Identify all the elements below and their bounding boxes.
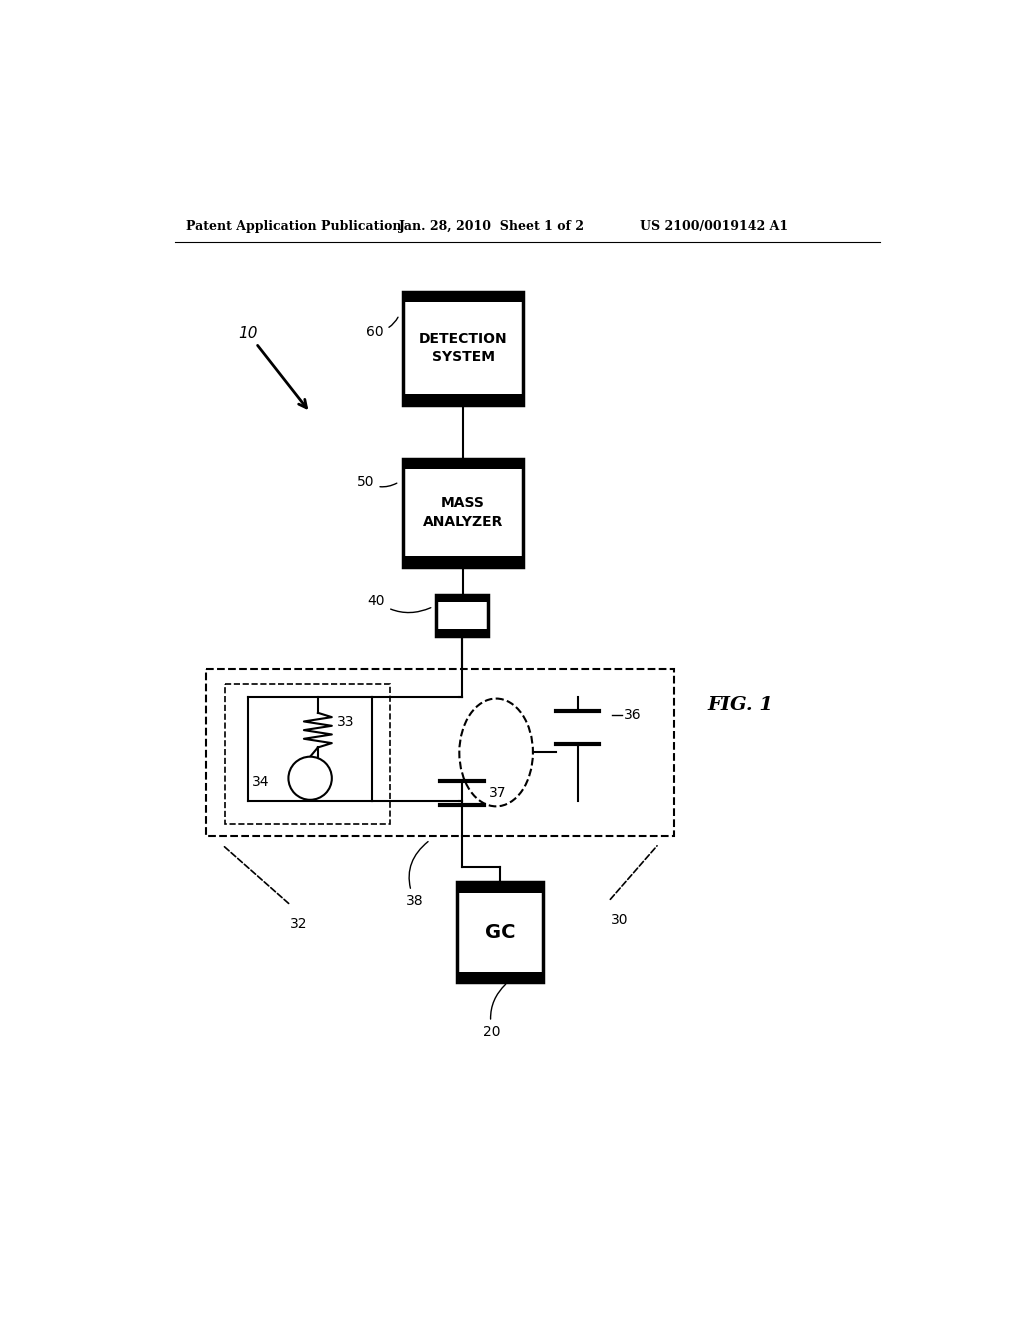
Text: 34: 34 bbox=[252, 775, 269, 789]
Bar bbox=[435, 595, 488, 636]
Text: 10: 10 bbox=[239, 326, 258, 342]
Bar bbox=[458, 882, 543, 982]
Text: 32: 32 bbox=[290, 917, 307, 931]
Bar bbox=[403, 459, 523, 566]
Text: ANALYZER: ANALYZER bbox=[423, 515, 504, 529]
Bar bbox=[458, 882, 543, 892]
Bar bbox=[403, 292, 523, 302]
Text: 37: 37 bbox=[489, 785, 507, 800]
Text: Patent Application Publication: Patent Application Publication bbox=[186, 219, 401, 232]
Bar bbox=[403, 292, 523, 405]
Text: US 2100/0019142 A1: US 2100/0019142 A1 bbox=[640, 219, 787, 232]
Bar bbox=[225, 684, 390, 825]
Text: 20: 20 bbox=[483, 985, 506, 1039]
Text: 40: 40 bbox=[368, 594, 431, 612]
Text: GC: GC bbox=[484, 923, 515, 941]
Ellipse shape bbox=[289, 756, 332, 800]
Text: SYSTEM: SYSTEM bbox=[432, 350, 495, 364]
Text: 33: 33 bbox=[337, 715, 354, 730]
Text: 30: 30 bbox=[611, 913, 629, 927]
Text: FIG. 1: FIG. 1 bbox=[708, 696, 773, 714]
Bar bbox=[435, 628, 488, 636]
Bar bbox=[206, 669, 675, 836]
Text: 60: 60 bbox=[367, 317, 398, 339]
Bar bbox=[403, 459, 523, 470]
Text: DETECTION: DETECTION bbox=[419, 331, 508, 346]
Bar bbox=[403, 556, 523, 566]
Text: 38: 38 bbox=[406, 842, 428, 908]
Bar bbox=[458, 972, 543, 982]
Text: MASS: MASS bbox=[441, 496, 485, 511]
Text: Jan. 28, 2010  Sheet 1 of 2: Jan. 28, 2010 Sheet 1 of 2 bbox=[399, 219, 586, 232]
Bar bbox=[403, 395, 523, 405]
Bar bbox=[435, 595, 488, 602]
Ellipse shape bbox=[460, 698, 532, 807]
Text: 50: 50 bbox=[357, 475, 397, 488]
Text: 36: 36 bbox=[624, 708, 642, 722]
